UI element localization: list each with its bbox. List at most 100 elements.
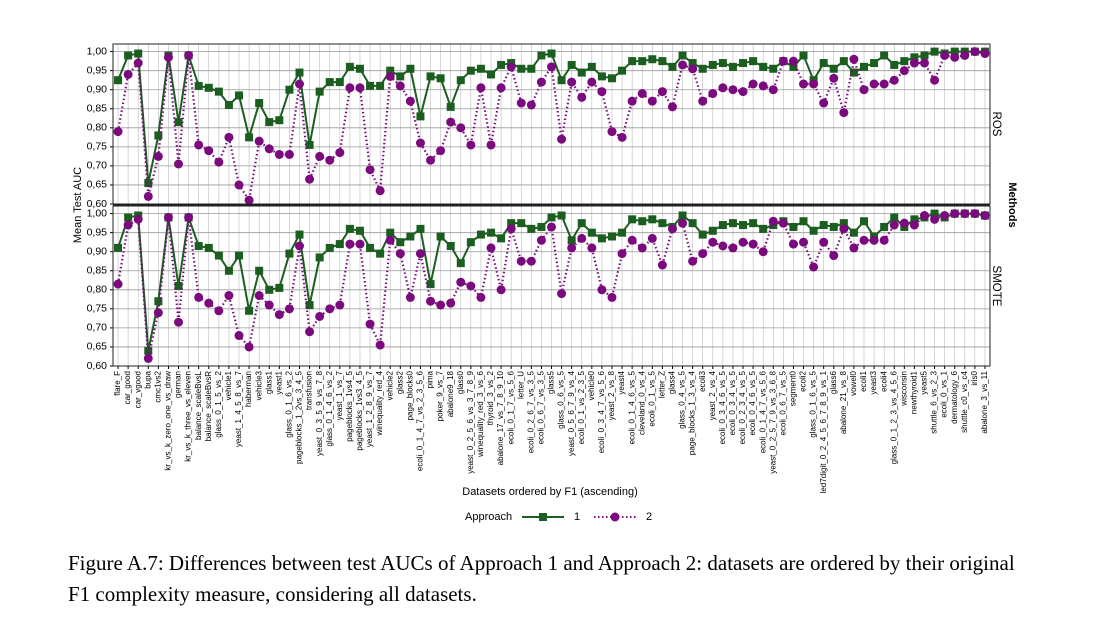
- x-tick-label: ecoli_0_3_4_6_vs_5: [718, 370, 727, 444]
- circle-marker: [415, 249, 425, 259]
- circle-marker: [345, 83, 355, 93]
- circle-marker: [829, 73, 839, 83]
- circle-marker: [657, 87, 667, 97]
- circle-marker: [426, 155, 436, 165]
- square-marker: [678, 51, 687, 60]
- square-marker: [194, 81, 203, 90]
- square-marker: [285, 85, 294, 94]
- circle-marker: [174, 159, 184, 169]
- circle-marker: [567, 243, 577, 253]
- circle-marker: [264, 144, 274, 154]
- y-tick-label: 0,90: [87, 83, 108, 95]
- x-tick-label: yeast_1_4_5_8_vs_7: [234, 370, 243, 447]
- square-marker: [497, 60, 506, 69]
- x-tick-label: cmc1vs2: [153, 370, 162, 402]
- circle-marker: [204, 298, 214, 308]
- x-tick-label: glass_0_6_vs_5: [557, 370, 566, 428]
- circle-marker: [930, 214, 940, 224]
- circle-marker: [476, 292, 486, 302]
- circle-marker: [184, 50, 194, 60]
- square-marker: [255, 99, 264, 108]
- circle-marker: [244, 195, 254, 205]
- square-marker: [890, 213, 899, 222]
- square-marker: [466, 238, 475, 247]
- circle-marker: [809, 79, 819, 89]
- x-tick-label: wisconsin: [899, 371, 908, 407]
- square-marker: [618, 66, 627, 75]
- square-marker: [739, 221, 748, 230]
- x-tick-label: led7digit_0_2_4_5_6_7_8_9_vs_1: [819, 370, 828, 493]
- circle-marker: [607, 127, 617, 137]
- square-marker: [416, 112, 425, 121]
- circle-marker: [284, 304, 294, 314]
- circle-marker: [980, 211, 990, 221]
- square-marker: [698, 230, 707, 239]
- circle-marker: [718, 241, 728, 251]
- y-tick-label: 0,80: [87, 122, 108, 134]
- circle-marker: [768, 216, 778, 226]
- square-marker: [315, 87, 324, 96]
- circle-marker: [698, 249, 708, 259]
- y-tick-label: 0,70: [87, 160, 108, 172]
- x-tick-label: flare_F: [113, 371, 122, 396]
- x-tick-label: glass_0_1_2_3_vs_4_5_6: [889, 370, 898, 464]
- circle-marker: [849, 243, 859, 253]
- square-marker: [335, 78, 344, 87]
- x-tick-label: yeast1: [274, 370, 283, 394]
- square-marker: [577, 68, 586, 77]
- square-marker: [658, 57, 667, 66]
- square-marker: [618, 228, 627, 237]
- x-tick-label: cleveland_0_vs_4: [637, 370, 646, 435]
- square-marker: [769, 64, 778, 73]
- x-tick-label: page_blocks0: [405, 370, 414, 420]
- circle-marker: [617, 249, 627, 259]
- x-tick-label: yeast_1_2_8_9_vs_7: [365, 370, 374, 447]
- circle-marker: [174, 317, 184, 327]
- legend-marker: [610, 512, 620, 522]
- square-marker: [376, 81, 385, 90]
- square-marker: [275, 116, 284, 125]
- circle-marker: [335, 300, 345, 310]
- square-marker: [537, 51, 546, 60]
- square-marker: [497, 234, 506, 243]
- circle-marker: [819, 98, 829, 108]
- legend-marker: [539, 513, 547, 521]
- circle-marker: [254, 291, 264, 301]
- square-marker: [658, 219, 667, 228]
- square-marker: [557, 211, 566, 220]
- square-marker: [335, 240, 344, 249]
- circle-marker: [647, 96, 657, 106]
- square-marker: [275, 283, 284, 292]
- square-marker: [718, 59, 727, 68]
- circle-marker: [869, 79, 879, 89]
- square-marker: [859, 62, 868, 71]
- circle-marker: [355, 83, 365, 93]
- square-marker: [436, 232, 445, 241]
- square-marker: [749, 219, 758, 228]
- square-marker: [144, 179, 153, 188]
- circle-marker: [426, 296, 436, 306]
- x-tick-label: abalone_3_vs_11: [980, 370, 989, 433]
- circle-marker: [627, 235, 637, 245]
- x-tick-label: glass0: [456, 370, 465, 394]
- x-tick-label: ecoli2: [799, 370, 808, 391]
- y-tick-label: 0,95: [87, 64, 108, 76]
- square-marker: [799, 51, 808, 60]
- circle-marker: [788, 239, 798, 249]
- circle-marker: [446, 117, 456, 127]
- square-marker: [204, 243, 213, 252]
- circle-marker: [839, 224, 849, 234]
- y-tick-label: 0,65: [87, 341, 108, 353]
- x-tick-label: pageblocks_1vs4_5: [345, 370, 354, 441]
- circle-marker: [788, 56, 798, 66]
- square-marker: [628, 215, 637, 224]
- circle-marker: [678, 60, 688, 70]
- square-marker: [718, 221, 727, 230]
- circle-marker: [325, 304, 335, 314]
- circle-marker: [909, 58, 919, 68]
- square-marker: [224, 266, 233, 275]
- x-tick-label: abalone_21_vs_8: [839, 370, 848, 434]
- square-marker: [396, 238, 405, 247]
- circle-marker: [506, 224, 516, 234]
